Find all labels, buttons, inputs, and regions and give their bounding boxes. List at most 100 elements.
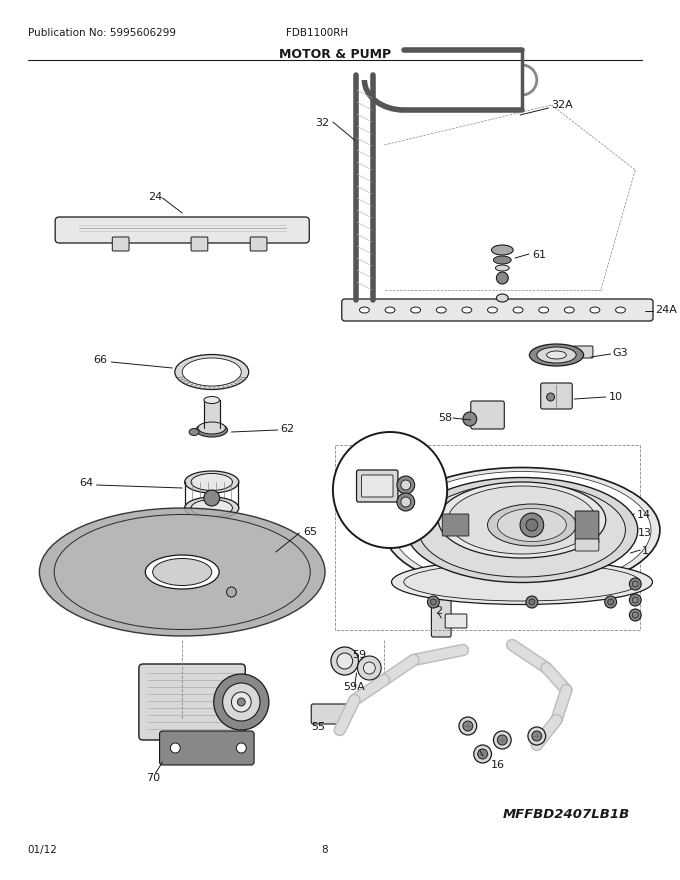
Circle shape	[214, 674, 269, 730]
Circle shape	[463, 721, 473, 731]
FancyBboxPatch shape	[160, 731, 254, 765]
Ellipse shape	[488, 307, 497, 313]
Circle shape	[526, 519, 538, 531]
Text: 14: 14	[637, 510, 651, 520]
Text: 24A: 24A	[655, 305, 677, 315]
Text: 55: 55	[311, 722, 325, 732]
Circle shape	[237, 698, 245, 706]
Text: 66: 66	[94, 355, 107, 365]
Circle shape	[632, 612, 639, 618]
Circle shape	[430, 599, 437, 605]
Ellipse shape	[513, 307, 523, 313]
Ellipse shape	[547, 351, 566, 359]
FancyBboxPatch shape	[575, 511, 599, 543]
Ellipse shape	[196, 423, 228, 437]
Ellipse shape	[189, 429, 199, 436]
Circle shape	[222, 683, 260, 721]
Circle shape	[528, 727, 545, 745]
Circle shape	[397, 476, 415, 494]
FancyBboxPatch shape	[362, 475, 393, 497]
Ellipse shape	[530, 344, 583, 366]
Circle shape	[337, 653, 353, 669]
Ellipse shape	[439, 482, 606, 558]
Circle shape	[397, 493, 415, 511]
Circle shape	[204, 490, 220, 506]
FancyBboxPatch shape	[442, 514, 469, 536]
FancyBboxPatch shape	[112, 237, 129, 251]
Ellipse shape	[488, 504, 576, 546]
Ellipse shape	[496, 265, 509, 271]
FancyBboxPatch shape	[311, 704, 350, 724]
Bar	[172, 332, 251, 372]
Circle shape	[632, 581, 639, 587]
FancyBboxPatch shape	[342, 299, 653, 321]
Circle shape	[526, 596, 538, 608]
Ellipse shape	[539, 307, 549, 313]
Text: 59A: 59A	[343, 682, 364, 692]
Ellipse shape	[615, 307, 626, 313]
Circle shape	[630, 578, 641, 590]
Ellipse shape	[153, 559, 211, 585]
Ellipse shape	[448, 486, 596, 554]
FancyBboxPatch shape	[575, 539, 599, 551]
FancyBboxPatch shape	[356, 470, 398, 502]
FancyBboxPatch shape	[471, 401, 505, 429]
Circle shape	[428, 596, 439, 608]
Ellipse shape	[419, 483, 626, 577]
Ellipse shape	[393, 472, 651, 589]
Circle shape	[333, 432, 447, 548]
FancyBboxPatch shape	[431, 598, 451, 637]
Text: 32A: 32A	[551, 100, 573, 110]
Text: 58: 58	[439, 413, 452, 423]
Ellipse shape	[175, 355, 249, 390]
Circle shape	[496, 272, 508, 284]
Text: 1: 1	[642, 546, 649, 556]
Circle shape	[630, 594, 641, 606]
Ellipse shape	[146, 555, 219, 589]
Bar	[204, 400, 220, 430]
FancyBboxPatch shape	[139, 664, 245, 740]
Ellipse shape	[185, 497, 239, 519]
Ellipse shape	[191, 473, 233, 490]
Circle shape	[532, 731, 542, 741]
Circle shape	[529, 599, 534, 605]
Circle shape	[632, 597, 639, 603]
Ellipse shape	[497, 509, 566, 541]
Ellipse shape	[191, 500, 233, 517]
Circle shape	[477, 749, 488, 759]
Ellipse shape	[492, 245, 513, 255]
Circle shape	[401, 497, 411, 507]
Circle shape	[608, 599, 613, 605]
Ellipse shape	[462, 307, 472, 313]
Circle shape	[237, 743, 246, 753]
Text: Publication No: 5995606299: Publication No: 5995606299	[28, 28, 175, 38]
Ellipse shape	[564, 307, 574, 313]
Ellipse shape	[437, 307, 446, 313]
Text: 01/12: 01/12	[28, 845, 57, 855]
Text: 61: 61	[532, 250, 546, 260]
FancyBboxPatch shape	[250, 237, 267, 251]
Ellipse shape	[198, 422, 226, 434]
Circle shape	[605, 596, 617, 608]
Circle shape	[459, 717, 477, 735]
Text: 2: 2	[435, 606, 443, 616]
Ellipse shape	[39, 508, 325, 636]
Circle shape	[171, 743, 180, 753]
Circle shape	[547, 393, 554, 401]
Ellipse shape	[406, 478, 638, 583]
Ellipse shape	[384, 467, 660, 592]
Ellipse shape	[537, 347, 576, 363]
FancyBboxPatch shape	[55, 217, 309, 243]
Text: 64: 64	[79, 478, 93, 488]
Text: FDB1100RH: FDB1100RH	[286, 28, 347, 38]
Circle shape	[363, 662, 375, 674]
Text: 13: 13	[639, 528, 652, 538]
Ellipse shape	[54, 515, 310, 629]
Ellipse shape	[496, 294, 508, 302]
FancyBboxPatch shape	[573, 346, 593, 358]
Circle shape	[520, 513, 544, 537]
Text: 62: 62	[281, 424, 295, 434]
Text: G3: G3	[613, 348, 628, 358]
Text: 59: 59	[353, 650, 367, 660]
Ellipse shape	[404, 563, 640, 601]
